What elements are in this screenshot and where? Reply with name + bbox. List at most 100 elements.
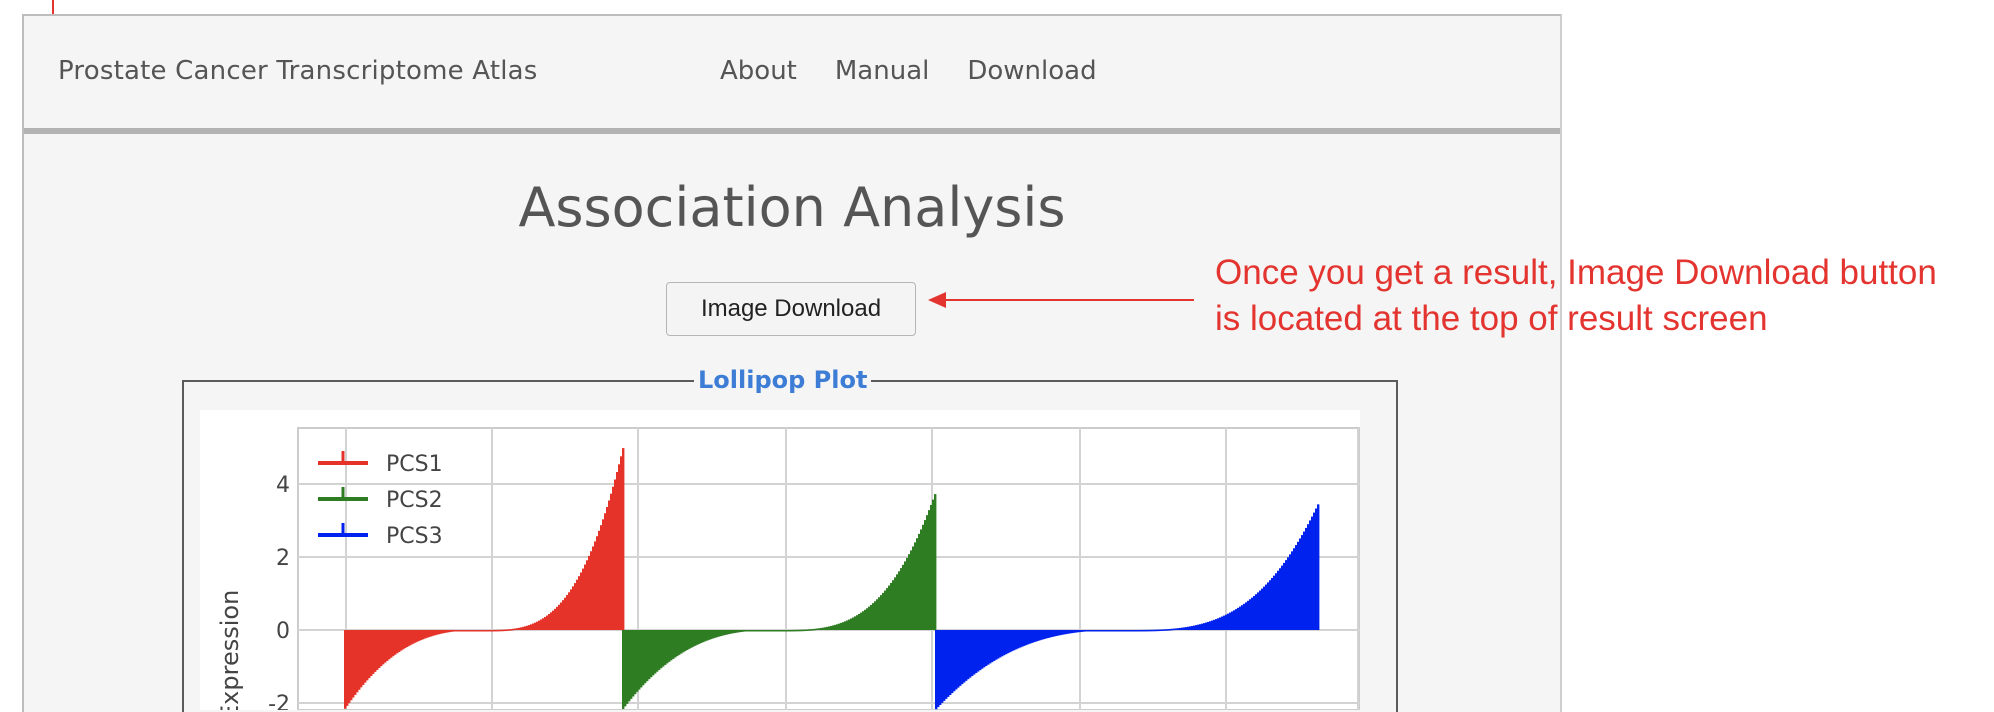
bar: [730, 630, 733, 634]
brand-title[interactable]: Prostate Cancer Transcriptome Atlas: [58, 56, 538, 86]
bar: [1105, 630, 1108, 632]
bar: [904, 561, 907, 630]
bar: [832, 625, 835, 630]
bar: [424, 630, 427, 639]
bar: [622, 630, 625, 709]
bar: [684, 630, 687, 652]
bar: [430, 630, 433, 637]
bar: [716, 630, 719, 638]
bar: [1283, 562, 1286, 630]
bar: [1177, 628, 1180, 630]
bar: [536, 621, 539, 630]
bar: [991, 630, 994, 663]
bar: [934, 494, 937, 630]
bar: [632, 630, 635, 697]
bar: [524, 626, 527, 630]
bar: [1125, 630, 1128, 632]
bar: [947, 630, 950, 697]
bar: [806, 629, 809, 631]
bar: [1217, 618, 1220, 630]
bar: [1279, 568, 1282, 630]
bar: [922, 524, 925, 630]
bar: [500, 629, 503, 632]
bar: [626, 630, 629, 704]
bar: [1197, 624, 1200, 630]
bar: [680, 630, 683, 654]
bar: [977, 630, 980, 672]
bar: [786, 629, 789, 632]
image-download-button[interactable]: Image Download: [666, 282, 916, 336]
bar: [1211, 620, 1214, 630]
bar: [1089, 630, 1092, 632]
bar: [828, 626, 831, 630]
nav-about[interactable]: About: [720, 56, 797, 86]
bar: [1127, 630, 1130, 632]
bar: [920, 529, 923, 630]
bar: [586, 560, 589, 630]
bar: [908, 554, 911, 630]
bar: [1291, 551, 1294, 630]
bar: [1247, 600, 1250, 630]
bar: [642, 630, 645, 686]
bar: [888, 585, 891, 630]
bar: [1181, 627, 1184, 630]
bar: [674, 630, 677, 658]
bar: [1267, 582, 1270, 630]
bar: [955, 630, 958, 690]
bar: [872, 603, 875, 630]
bar: [1047, 630, 1050, 638]
bar: [1305, 527, 1308, 630]
bar: [1149, 629, 1152, 632]
bar: [546, 615, 549, 630]
bar: [588, 555, 591, 630]
bar: [752, 630, 755, 632]
bar: [896, 574, 899, 630]
bar: [538, 620, 541, 630]
bar: [840, 622, 843, 630]
bar: [618, 464, 621, 630]
bar: [606, 506, 609, 630]
bar: [1015, 630, 1018, 650]
bar: [660, 630, 663, 669]
bar: [448, 630, 451, 633]
bar: [1111, 630, 1114, 632]
bar: [774, 630, 777, 632]
bar: [820, 627, 823, 630]
bar: [1249, 599, 1252, 630]
bar: [766, 630, 769, 632]
y-tick-label: 0: [276, 619, 290, 644]
bar: [414, 630, 417, 643]
bar: [1161, 629, 1164, 631]
bar: [1235, 609, 1238, 630]
bar: [822, 627, 825, 630]
bar: [790, 629, 793, 632]
bar: [1121, 630, 1124, 632]
bar: [456, 630, 459, 632]
bar: [560, 602, 563, 630]
bar: [348, 630, 351, 704]
bar: [941, 630, 944, 703]
bar: [754, 630, 757, 632]
bar: [532, 623, 535, 630]
bar: [1093, 630, 1096, 632]
bar: [468, 630, 471, 632]
bar: [722, 630, 725, 636]
bar: [924, 520, 927, 630]
bar: [1297, 541, 1300, 630]
nav-download[interactable]: Download: [967, 56, 1097, 86]
bar: [512, 628, 515, 631]
bar: [440, 630, 443, 634]
bar: [846, 620, 849, 630]
bar: [636, 630, 639, 692]
bar: [939, 630, 942, 705]
bar: [1067, 630, 1070, 634]
bar: [1039, 630, 1042, 641]
bar: [1027, 630, 1030, 645]
bar: [890, 582, 893, 630]
bar: [1179, 627, 1182, 630]
bar: [634, 630, 637, 695]
bar: [738, 630, 741, 633]
nav-manual[interactable]: Manual: [834, 56, 930, 86]
bar: [528, 625, 531, 630]
bar: [494, 629, 497, 632]
